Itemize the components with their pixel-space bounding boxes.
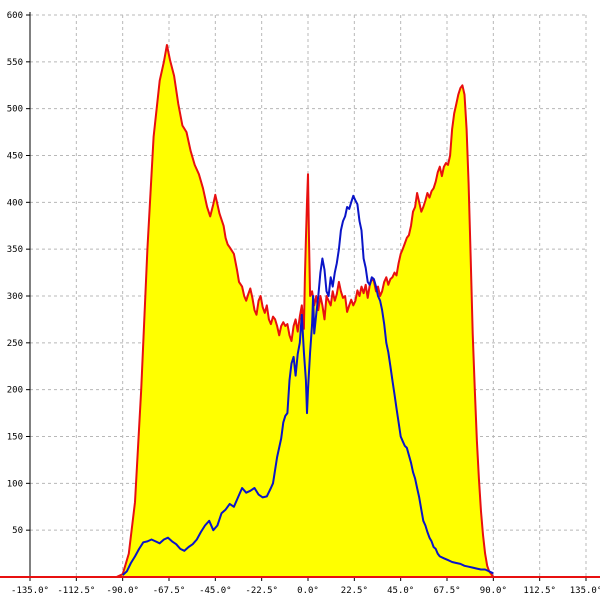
y-tick-label-5: 300 bbox=[7, 292, 23, 302]
x-tick-label-5: -22.5° bbox=[245, 586, 278, 596]
y-tick-label-10: 550 bbox=[7, 58, 23, 68]
y-tick-label-1: 100 bbox=[7, 479, 23, 489]
y-tick-labels: 50 100 150 200 250 300 350 400 450 500 550 600 bbox=[7, 11, 23, 536]
y-tick-label-4: 250 bbox=[7, 339, 23, 349]
x-tick-labels: -135.0° -112.5° -90.0° -67.5° -45.0° -22.5° 0.… bbox=[11, 586, 600, 596]
x-tick-label-9: 67.5° bbox=[433, 586, 460, 596]
x-tick-label-8: 45.0° bbox=[387, 586, 414, 596]
x-tick-label-12: 135.0° bbox=[570, 586, 600, 596]
y-tick-label-3: 200 bbox=[7, 386, 23, 396]
x-tick-label-0: -135.0° bbox=[11, 586, 49, 596]
series-0-line bbox=[30, 44, 586, 578]
y-tick-label-8: 450 bbox=[7, 152, 23, 162]
x-tick-label-11: 112.5° bbox=[523, 586, 556, 596]
x-tick-label-4: -45.0° bbox=[199, 586, 232, 596]
area-fills bbox=[30, 45, 586, 577]
x-tick-label-1: -112.5° bbox=[57, 586, 95, 596]
y-tick-label-0: 50 bbox=[12, 526, 23, 536]
x-tick-label-6: 0.0° bbox=[297, 586, 319, 596]
series-lines bbox=[30, 44, 586, 578]
y-tick-label-2: 150 bbox=[7, 433, 23, 443]
x-tick-label-3: -67.5° bbox=[153, 586, 186, 596]
series-0-area bbox=[30, 45, 586, 577]
x-tick-label-7: 22.5° bbox=[341, 586, 368, 596]
y-tick-label-7: 400 bbox=[7, 198, 23, 208]
series-1-line bbox=[122, 194, 494, 576]
y-tick-label-6: 350 bbox=[7, 245, 23, 255]
x-tick-label-10: 90.0° bbox=[480, 586, 507, 596]
y-tick-label-9: 500 bbox=[7, 105, 23, 115]
y-tick-label-11: 600 bbox=[7, 11, 23, 21]
axes bbox=[0, 12, 600, 581]
x-tick-label-2: -90.0° bbox=[106, 586, 139, 596]
